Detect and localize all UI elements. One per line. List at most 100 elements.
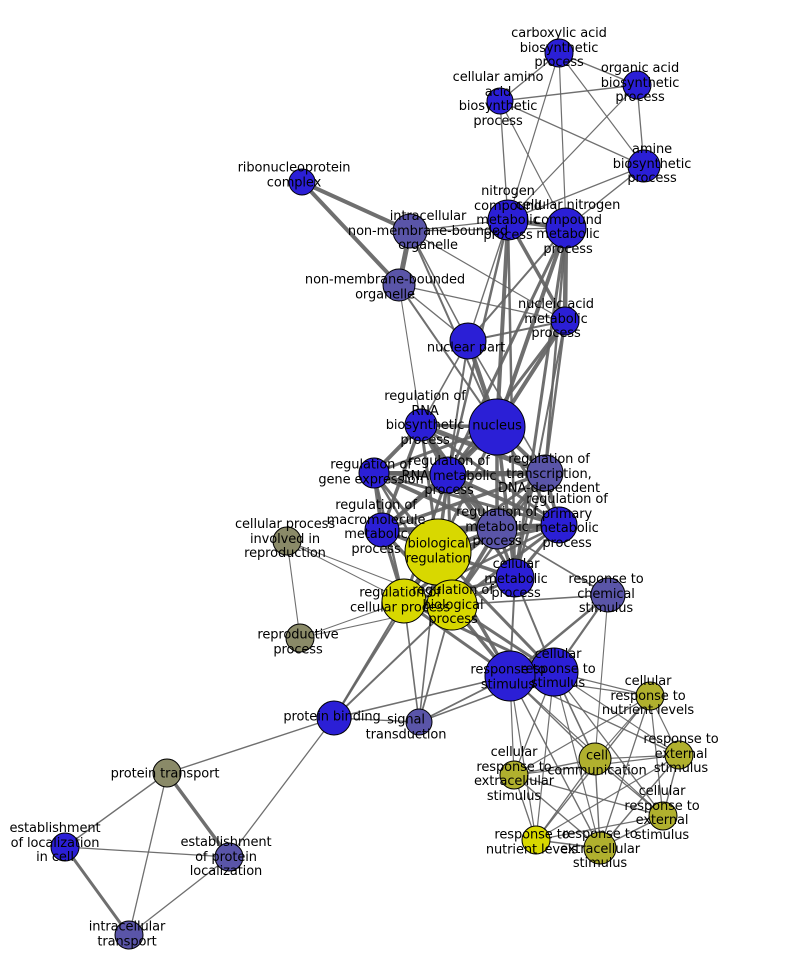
graph-node-biological-regulation[interactable] [404,518,472,586]
graph-edge [372,471,499,531]
graph-node-cellular-response-to-extracellular-stimulus[interactable] [499,760,529,790]
graph-node-establishment-of-localization-in-cell[interactable] [50,832,80,862]
graph-node-carboxylic-acid-biosynthetic-process[interactable] [544,38,574,68]
graph-edge [333,675,511,719]
graph-node-nuclear-part[interactable] [449,322,487,360]
graph-edge [467,227,567,342]
graph-edge [402,523,561,603]
graph-edge [333,604,453,719]
graph-node-non-membrane-bounded-organelle[interactable] [382,268,416,302]
graph-edge [398,284,422,426]
graph-edge [300,180,412,233]
graph-edge [398,284,498,428]
graph-node-regulation-of-macromolecule-metabolic-process[interactable] [364,512,400,548]
graph-edge [372,471,561,527]
graph-node-regulation-of-rna-biosynthetic-process[interactable] [404,408,438,442]
graph-node-regulation-of-biological-process[interactable] [426,579,478,631]
graph-edge [535,815,664,841]
graph-edge [514,320,566,579]
graph-edge [333,600,405,719]
graph-node-cellular-process-involved-in-reproduction[interactable] [272,526,302,556]
graph-node-cellular-metabolic-process[interactable] [495,558,535,598]
graph-node-intracellular-transport[interactable] [114,920,144,950]
graph-edge [496,528,609,596]
graph-edge [543,319,567,475]
graph-edge [513,774,664,817]
node-layer [50,38,694,950]
graph-node-regulation-of-rna-metabolic-process[interactable] [429,456,467,494]
graph-edge [553,671,680,756]
graph-edge [286,540,301,639]
graph-node-cellular-amino-acid-biosynthetic-process[interactable] [486,87,514,115]
graph-node-cellular-response-to-stimulus[interactable] [529,647,579,697]
graph-edge [380,471,547,532]
graph-edge [499,84,638,102]
graph-edge [594,594,609,760]
graph-edge [380,423,423,532]
graph-edge [409,227,567,232]
graph-edge [499,100,645,167]
graph-node-amine-biosynthetic-process[interactable] [627,149,661,183]
graph-edge [63,845,131,937]
graph-edge [513,774,601,849]
graph-node-regulation-of-gene-expression[interactable] [358,457,390,489]
graph-edge [300,180,401,287]
graph-edge [398,284,566,322]
graph-edge [513,226,568,580]
graph-edge [409,230,566,322]
graph-node-cellular-response-to-external-stimulus[interactable] [648,801,678,831]
graph-edge [599,695,651,849]
graph-node-nucleic-acid-metabolic-process[interactable] [550,306,580,336]
graph-node-nitrogen-compound-metabolic-process[interactable] [487,199,529,241]
graph-node-signal-transduction[interactable] [405,708,433,736]
graph-node-cell-communication[interactable] [578,742,612,776]
graph-edge [499,100,567,229]
graph-edge [558,52,567,229]
graph-node-cellular-nitrogen-compound-metabolic-process[interactable] [545,207,587,249]
graph-node-regulation-of-primary-metabolic-process[interactable] [540,506,578,544]
graph-node-intracellular-non-membrane-bounded-organelle[interactable] [392,213,428,249]
graph-edge [535,758,596,841]
graph-node-organic-acid-biosynthetic-process[interactable] [622,70,652,100]
graph-edge [558,52,645,167]
graph-node-ribonucleoprotein-complex[interactable] [288,168,316,196]
graph-edge [509,675,537,841]
graph-node-protein-binding[interactable] [316,700,352,736]
graph-node-establishment-of-protein-localization[interactable] [214,842,244,872]
graph-edge [507,165,645,221]
graph-node-response-to-extracellular-stimulus[interactable] [583,831,617,865]
graph-edge [507,52,560,221]
graph-edge [128,856,230,936]
graph-node-protein-transport[interactable] [152,758,182,788]
graph-edge [64,772,168,848]
graph-edge [447,340,469,476]
graph-node-response-to-stimulus[interactable] [484,650,536,702]
graph-edge [299,604,453,639]
graph-node-response-to-external-stimulus[interactable] [664,740,694,770]
graph-edge [467,219,509,342]
graph-node-reproductive-process[interactable] [285,623,315,653]
graph-edge [507,84,638,221]
graph-edge [513,695,651,776]
graph-edge [509,675,601,849]
graph-node-regulation-of-metabolic-process[interactable] [476,508,518,550]
graph-edge [380,523,561,532]
graph-edge [446,473,561,527]
graph-edge [446,226,568,477]
edge-layer [63,52,680,937]
graph-node-response-to-chemical-stimulus[interactable] [590,577,626,613]
graph-edge [599,754,680,849]
graph-node-regulation-of-cellular-process[interactable] [381,578,427,624]
graph-edge [535,671,555,841]
graph-edge [128,772,168,936]
graph-edge [409,230,469,342]
graph-node-cellular-response-to-nutrient-levels[interactable] [635,681,665,711]
graph-edge [64,846,230,858]
graph-node-response-to-nutrient-levels[interactable] [521,825,551,855]
graph-node-nucleus[interactable] [468,398,526,456]
graph-edge [228,717,335,858]
graph-edge [553,671,601,849]
graph-node-regulation-of-transcription-dna-dependent[interactable] [526,454,564,492]
